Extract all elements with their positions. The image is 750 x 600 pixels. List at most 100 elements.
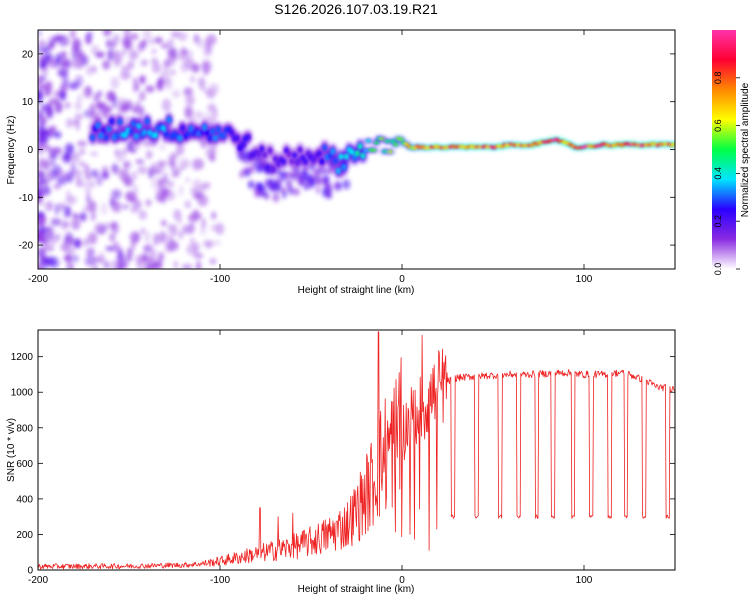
heatmap-ridge-peak — [267, 147, 273, 154]
heatmap-noise-blob — [138, 210, 148, 220]
heatmap-noise-blob — [186, 50, 194, 58]
heatmap-noise-blob — [177, 216, 183, 225]
heatmap-ridge-peak — [221, 132, 227, 140]
heatmap-ridge-peak — [199, 129, 205, 136]
heatmap-scatter-blob — [291, 166, 299, 172]
heatmap-noise-blob — [45, 81, 52, 91]
heatmap-noise-blob — [43, 241, 48, 248]
heatmap-noise-blob — [55, 53, 61, 66]
heatmap-noise-blob — [76, 94, 83, 104]
heatmap-ridge-peak — [188, 125, 194, 132]
heatmap-noise-blob — [160, 43, 169, 49]
heatmap-noise-blob — [108, 37, 117, 50]
heatmap-ridge-peak — [343, 153, 350, 160]
heatmap-noise-blob — [44, 54, 51, 61]
heatmap-noise-blob — [44, 201, 54, 212]
heatmap-noise-blob — [147, 256, 156, 265]
heatmap-ridge-peak — [297, 146, 303, 154]
heatmap-scatter-blob — [256, 182, 263, 191]
heatmap-ridge-peak — [204, 129, 210, 136]
heatmap-noise-blob — [49, 159, 56, 166]
snr-xtick-label: 100 — [576, 575, 593, 586]
heatmap-ridge-peak — [261, 151, 268, 159]
heatmap-noise-blob — [162, 233, 172, 245]
heatmap-ridge-peak — [302, 158, 309, 165]
heatmap-noise-blob — [211, 240, 222, 246]
snr-ylabel: SNR (10 * v/v) — [6, 418, 17, 482]
heatmap-ridge-peak — [281, 158, 287, 165]
heatmap-noise-blob — [90, 211, 97, 220]
heatmap-noise-blob — [79, 212, 87, 222]
heatmap-noise-blob — [189, 237, 195, 245]
heatmap-noise-blob — [185, 94, 195, 107]
heatmap-ridge-peak — [210, 127, 216, 135]
heatmap-noise-blob — [201, 182, 211, 189]
heatmap-noise-blob — [38, 39, 47, 49]
snr-ytick-label: 1000 — [11, 388, 34, 399]
heatmap-ridge-peak — [166, 116, 172, 124]
heatmap-noise-blob — [154, 36, 163, 44]
heatmap-ridge-peak — [136, 122, 142, 130]
heatmap-noise-blob — [112, 241, 120, 253]
snr-xtick-label: 0 — [399, 575, 405, 586]
heatmap-noise-blob — [102, 30, 112, 37]
heatmap-ridge-core — [90, 116, 675, 175]
heatmap-ridge-peak — [289, 158, 295, 165]
heatmap-noise-blob — [38, 91, 44, 101]
heatmap-ridge-peak — [180, 125, 186, 132]
heatmap-noise-blob — [69, 30, 76, 39]
heatmap-noise-blob — [62, 153, 72, 164]
heatmap-noise-blob — [144, 264, 154, 269]
spectrogram-ytick-label: -10 — [19, 193, 34, 204]
heatmap-noise-blob — [160, 186, 171, 196]
heatmap-noise-blob — [83, 238, 89, 247]
spectrogram-ylabel: Frequency (Hz) — [6, 116, 17, 185]
heatmap-noise-blob — [105, 38, 111, 48]
heatmap-noise-blob — [38, 225, 49, 233]
heatmap-noise-blob — [116, 253, 125, 263]
heatmap-scatter-blob — [315, 177, 322, 188]
heatmap-ridge-peak — [363, 149, 369, 153]
heatmap-noise-blob — [89, 169, 100, 178]
heatmap-noise-blob — [185, 177, 190, 183]
heatmap-scatter-blob — [252, 161, 259, 169]
heatmap-noise-blob — [169, 224, 178, 237]
heatmap-noise-blob — [179, 166, 185, 172]
spectrogram-ytick-label: 20 — [22, 49, 34, 60]
heatmap-noise-blob — [71, 212, 78, 219]
heatmap-ridge-peak — [229, 129, 235, 137]
heatmap-noise-blob — [75, 176, 83, 188]
heatmap-noise-blob — [161, 98, 172, 112]
heatmap-noise-blob — [60, 80, 71, 90]
heatmap-ridge-peak — [286, 150, 292, 158]
heatmap-ridge-peak — [341, 163, 347, 171]
heatmap-noise-blob — [96, 101, 107, 108]
heatmap-noise-blob — [60, 219, 70, 230]
heatmap-noise-blob — [157, 160, 167, 168]
heatmap-noise-blob — [53, 183, 61, 190]
heatmap-noise-blob — [92, 262, 99, 269]
heatmap-noise-blob — [111, 189, 122, 200]
heatmap-noise-blob — [86, 65, 94, 76]
heatmap-ridge-peak — [373, 141, 380, 145]
heatmap-ridge-peak — [319, 158, 325, 165]
heatmap-noise-blob — [160, 78, 169, 84]
heatmap-ridge-peak — [95, 122, 101, 129]
heatmap-noise-blob — [120, 70, 131, 80]
heatmap-noise-blob — [160, 68, 170, 79]
heatmap-noise-blob — [112, 162, 119, 176]
heatmap-ridge-peak — [234, 135, 240, 142]
heatmap-noise-blob — [94, 222, 106, 235]
heatmap-ridge-peak — [109, 118, 115, 125]
heatmap-scatter-blob — [247, 165, 255, 174]
heatmap-noise-blob — [190, 187, 198, 195]
heatmap-noise-blob — [210, 224, 218, 232]
heatmap-ridge-peak — [177, 135, 183, 142]
heatmap-ridge-peak — [240, 141, 246, 148]
heatmap-noise-blob — [71, 254, 79, 263]
heatmap-noise-blob — [201, 218, 206, 229]
heatmap-noise-blob — [183, 87, 193, 97]
heatmap-noise-blob — [162, 59, 172, 70]
heatmap-noise-blob — [192, 241, 200, 254]
